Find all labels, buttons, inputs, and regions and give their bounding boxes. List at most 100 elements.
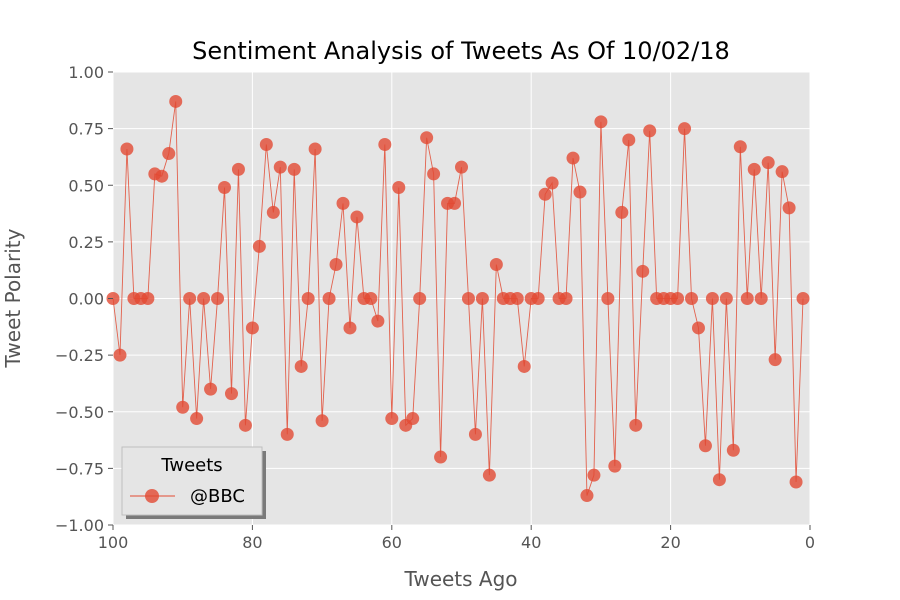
data-point <box>280 427 294 441</box>
data-point <box>517 359 531 373</box>
data-point <box>580 489 594 503</box>
y-tick-label: 0.75 <box>68 120 104 139</box>
data-point <box>559 292 573 305</box>
y-tick-label: 1.00 <box>68 63 104 82</box>
data-point <box>482 468 496 482</box>
data-point <box>406 412 420 426</box>
data-point <box>615 205 629 219</box>
data-point <box>566 151 580 165</box>
data-point <box>322 292 336 305</box>
data-point <box>204 382 218 396</box>
y-tick-label: 0.00 <box>68 290 104 309</box>
data-point <box>629 418 643 432</box>
data-point <box>162 147 176 161</box>
data-point <box>796 292 810 305</box>
data-point <box>685 292 699 305</box>
data-point <box>643 124 657 138</box>
data-point <box>364 292 378 305</box>
data-point <box>176 400 190 414</box>
data-point <box>392 181 406 195</box>
data-point <box>455 160 468 174</box>
series-bbc <box>106 94 810 503</box>
data-point <box>754 292 768 305</box>
data-point <box>371 314 385 328</box>
y-tick-label: 0.25 <box>68 233 104 252</box>
data-point <box>587 468 601 482</box>
y-axis-label: Tweet Polarity <box>1 228 25 368</box>
data-point <box>224 387 238 401</box>
data-point <box>420 131 434 145</box>
data-point <box>789 475 803 489</box>
chart-title: Sentiment Analysis of Tweets As Of 10/02… <box>192 37 730 65</box>
data-point <box>413 292 427 305</box>
data-point <box>427 167 441 181</box>
x-axis-label: Tweets Ago <box>403 567 517 591</box>
data-point <box>350 210 364 224</box>
data-point <box>601 292 615 305</box>
data-point <box>448 196 462 210</box>
data-point <box>461 292 475 305</box>
y-tick-label: 0.50 <box>68 176 104 195</box>
data-point <box>475 292 489 305</box>
data-point <box>301 292 315 305</box>
x-tick-label: 80 <box>242 533 262 552</box>
data-point <box>120 142 134 156</box>
x-tick-label: 0 <box>805 533 815 552</box>
data-point <box>155 169 169 183</box>
x-tick-label: 60 <box>382 533 402 552</box>
data-point <box>698 439 712 453</box>
data-point <box>287 162 301 176</box>
x-tick-label: 100 <box>98 533 129 552</box>
data-point <box>636 264 650 278</box>
data-point <box>489 258 503 272</box>
data-point <box>434 450 448 464</box>
legend: Tweets @BBC <box>121 446 266 519</box>
data-point <box>733 140 747 154</box>
legend-title: Tweets <box>160 455 222 476</box>
data-point <box>691 321 705 335</box>
data-point <box>252 239 266 253</box>
y-tick-label: −0.75 <box>55 459 104 478</box>
data-point <box>308 142 322 156</box>
data-point <box>726 443 740 457</box>
data-point <box>231 162 245 176</box>
y-tick-label: −0.50 <box>55 403 104 422</box>
data-point <box>183 292 197 305</box>
data-point <box>259 137 273 151</box>
data-point <box>782 201 796 215</box>
legend-entry-label: @BBC <box>190 486 245 507</box>
data-point <box>608 459 622 473</box>
y-tick-label: −0.25 <box>55 346 104 365</box>
series-line <box>112 101 804 496</box>
data-point <box>740 292 754 305</box>
data-point <box>510 292 524 305</box>
data-point <box>266 205 280 219</box>
data-point <box>273 160 287 174</box>
data-point <box>218 181 232 195</box>
data-point <box>545 176 559 190</box>
data-point <box>336 196 350 210</box>
legend-marker <box>145 489 159 503</box>
data-point <box>329 258 343 272</box>
data-point <box>573 185 587 199</box>
y-tick-label: −1.00 <box>55 516 104 535</box>
data-point <box>775 165 789 179</box>
data-point <box>468 427 482 441</box>
data-point <box>294 359 308 373</box>
x-tick-label: 40 <box>521 533 541 552</box>
data-point <box>538 187 552 201</box>
y-axis-ticks: 1.00 0.75 0.50 0.25 0.00 −0.25 −0.50 −0.75 −1.00 <box>55 63 113 535</box>
data-point <box>594 115 608 129</box>
data-point <box>671 292 685 305</box>
data-point <box>238 418 252 432</box>
data-point <box>113 348 127 362</box>
data-point <box>678 122 692 136</box>
data-point <box>190 412 204 426</box>
data-point <box>343 321 357 335</box>
data-point <box>747 162 761 176</box>
data-point <box>378 137 392 151</box>
data-point <box>705 292 719 305</box>
data-point <box>719 292 733 305</box>
data-point <box>385 412 399 426</box>
